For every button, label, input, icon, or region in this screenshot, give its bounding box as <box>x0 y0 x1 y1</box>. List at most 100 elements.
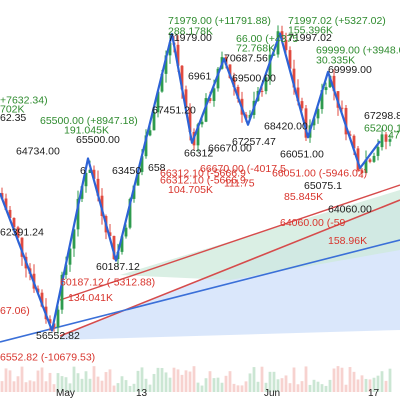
volume-bar <box>156 367 160 392</box>
candle-body <box>40 292 44 307</box>
candle-body <box>4 198 8 210</box>
volume-bar <box>4 368 8 392</box>
candle-body <box>124 227 128 237</box>
volume-bar <box>376 375 380 392</box>
volume-bar <box>108 369 112 392</box>
volume-bar <box>276 379 280 392</box>
candle-body <box>376 147 380 156</box>
annotation-label: 69999.00 (+3948.00) <box>316 45 400 57</box>
x-axis-ticks: May 13 Jun 17 <box>56 388 380 399</box>
volume-bar <box>104 372 108 392</box>
volume-bar <box>24 382 28 392</box>
volume-bar <box>348 367 352 392</box>
candle-body <box>228 64 232 79</box>
volume-bar <box>284 375 288 392</box>
volume-bar <box>36 370 40 392</box>
volume-bar <box>16 376 20 392</box>
volume-bar <box>196 382 200 392</box>
volume-bar <box>236 385 240 392</box>
annotation-label: 68420.00 <box>264 121 308 133</box>
candle-body <box>284 39 288 51</box>
annotation-label: 66.00 (+4375 <box>236 33 298 45</box>
annotation-label: 64060.00 <box>328 203 372 215</box>
candle-body <box>212 88 216 101</box>
volume-bar <box>308 384 312 392</box>
volume-bar <box>52 384 56 392</box>
volume-bar <box>136 370 140 392</box>
annotation-label: 67451.20 <box>152 104 196 116</box>
candle-body <box>380 134 384 148</box>
candle-body <box>180 65 184 90</box>
volume-bar <box>32 381 36 392</box>
volume-bar <box>260 366 264 392</box>
volume-bar <box>120 376 124 392</box>
volume-bar <box>332 368 336 392</box>
annotation-label: 111.75 <box>224 177 255 189</box>
volume-bars <box>0 366 392 392</box>
candle-body <box>368 159 372 162</box>
candle-body <box>208 98 212 101</box>
annotation-label: 288.178K <box>168 25 213 37</box>
annotation-label: 62391.24 <box>0 226 44 238</box>
x-tick-label: May <box>56 388 75 399</box>
candle-body <box>188 107 192 132</box>
candle-body <box>168 42 172 56</box>
candle-body <box>216 68 220 89</box>
annotation-label: 64734.00 <box>16 146 60 158</box>
annotation-label: +7632.34) <box>0 95 48 107</box>
candle-body <box>20 237 24 257</box>
volume-bar <box>352 371 356 392</box>
annotation-label: 71997.02 (+5327.02) <box>288 15 386 27</box>
volume-bar <box>124 380 128 392</box>
volume-bar <box>40 367 44 392</box>
volume-bar <box>380 371 384 392</box>
candle-body <box>264 77 268 92</box>
candle-body <box>12 217 16 228</box>
volume-bar <box>248 373 252 392</box>
candle-body <box>316 109 320 119</box>
candle-body <box>288 50 292 69</box>
volume-bar <box>192 366 196 392</box>
annotation-label: 71997.02 <box>288 32 332 44</box>
x-tick-label: 17 <box>368 388 380 399</box>
volume-bar <box>232 383 236 392</box>
annotation-label: 64060.00 (-59 <box>280 217 346 229</box>
annotation-label: 60187.12 <box>96 261 140 273</box>
annotation-label: 66312.10 (-5666.9 <box>160 175 246 187</box>
candle-body <box>56 309 60 328</box>
volume-bar <box>172 367 176 392</box>
volume-bar <box>388 368 392 392</box>
volume-bar <box>44 381 48 392</box>
volume-bar <box>228 371 232 392</box>
volume-bar <box>100 380 104 392</box>
volume-bar <box>76 373 80 392</box>
volume-bar <box>48 372 52 392</box>
volume-bar <box>140 367 144 392</box>
annotation-label: 69500.00 <box>232 73 276 85</box>
annotation-label: 65200.11 (+ <box>364 123 400 135</box>
annotation-label: 30.335K <box>316 54 355 66</box>
annotation-label: 85.845K <box>284 191 323 203</box>
volume-bar <box>280 378 284 392</box>
annotation-label: 6 <box>80 165 86 177</box>
volume-bar <box>328 379 332 392</box>
annotation-label: 62.35 <box>0 112 26 124</box>
trend-bands <box>0 184 400 343</box>
candle-body <box>112 235 116 260</box>
annotation-label: 155.396K <box>288 25 333 37</box>
volume-bar <box>128 385 132 392</box>
volume-bar <box>112 385 116 392</box>
volume-bar <box>320 384 324 392</box>
volume-bar <box>152 373 156 392</box>
volume-bar <box>336 366 340 392</box>
volume-bar <box>20 366 24 392</box>
candle-body <box>388 139 392 142</box>
candle-body <box>64 264 68 275</box>
candle-body <box>136 171 140 186</box>
volume-bar <box>56 373 60 392</box>
volume-bar <box>292 367 296 392</box>
volume-bar <box>220 382 224 392</box>
